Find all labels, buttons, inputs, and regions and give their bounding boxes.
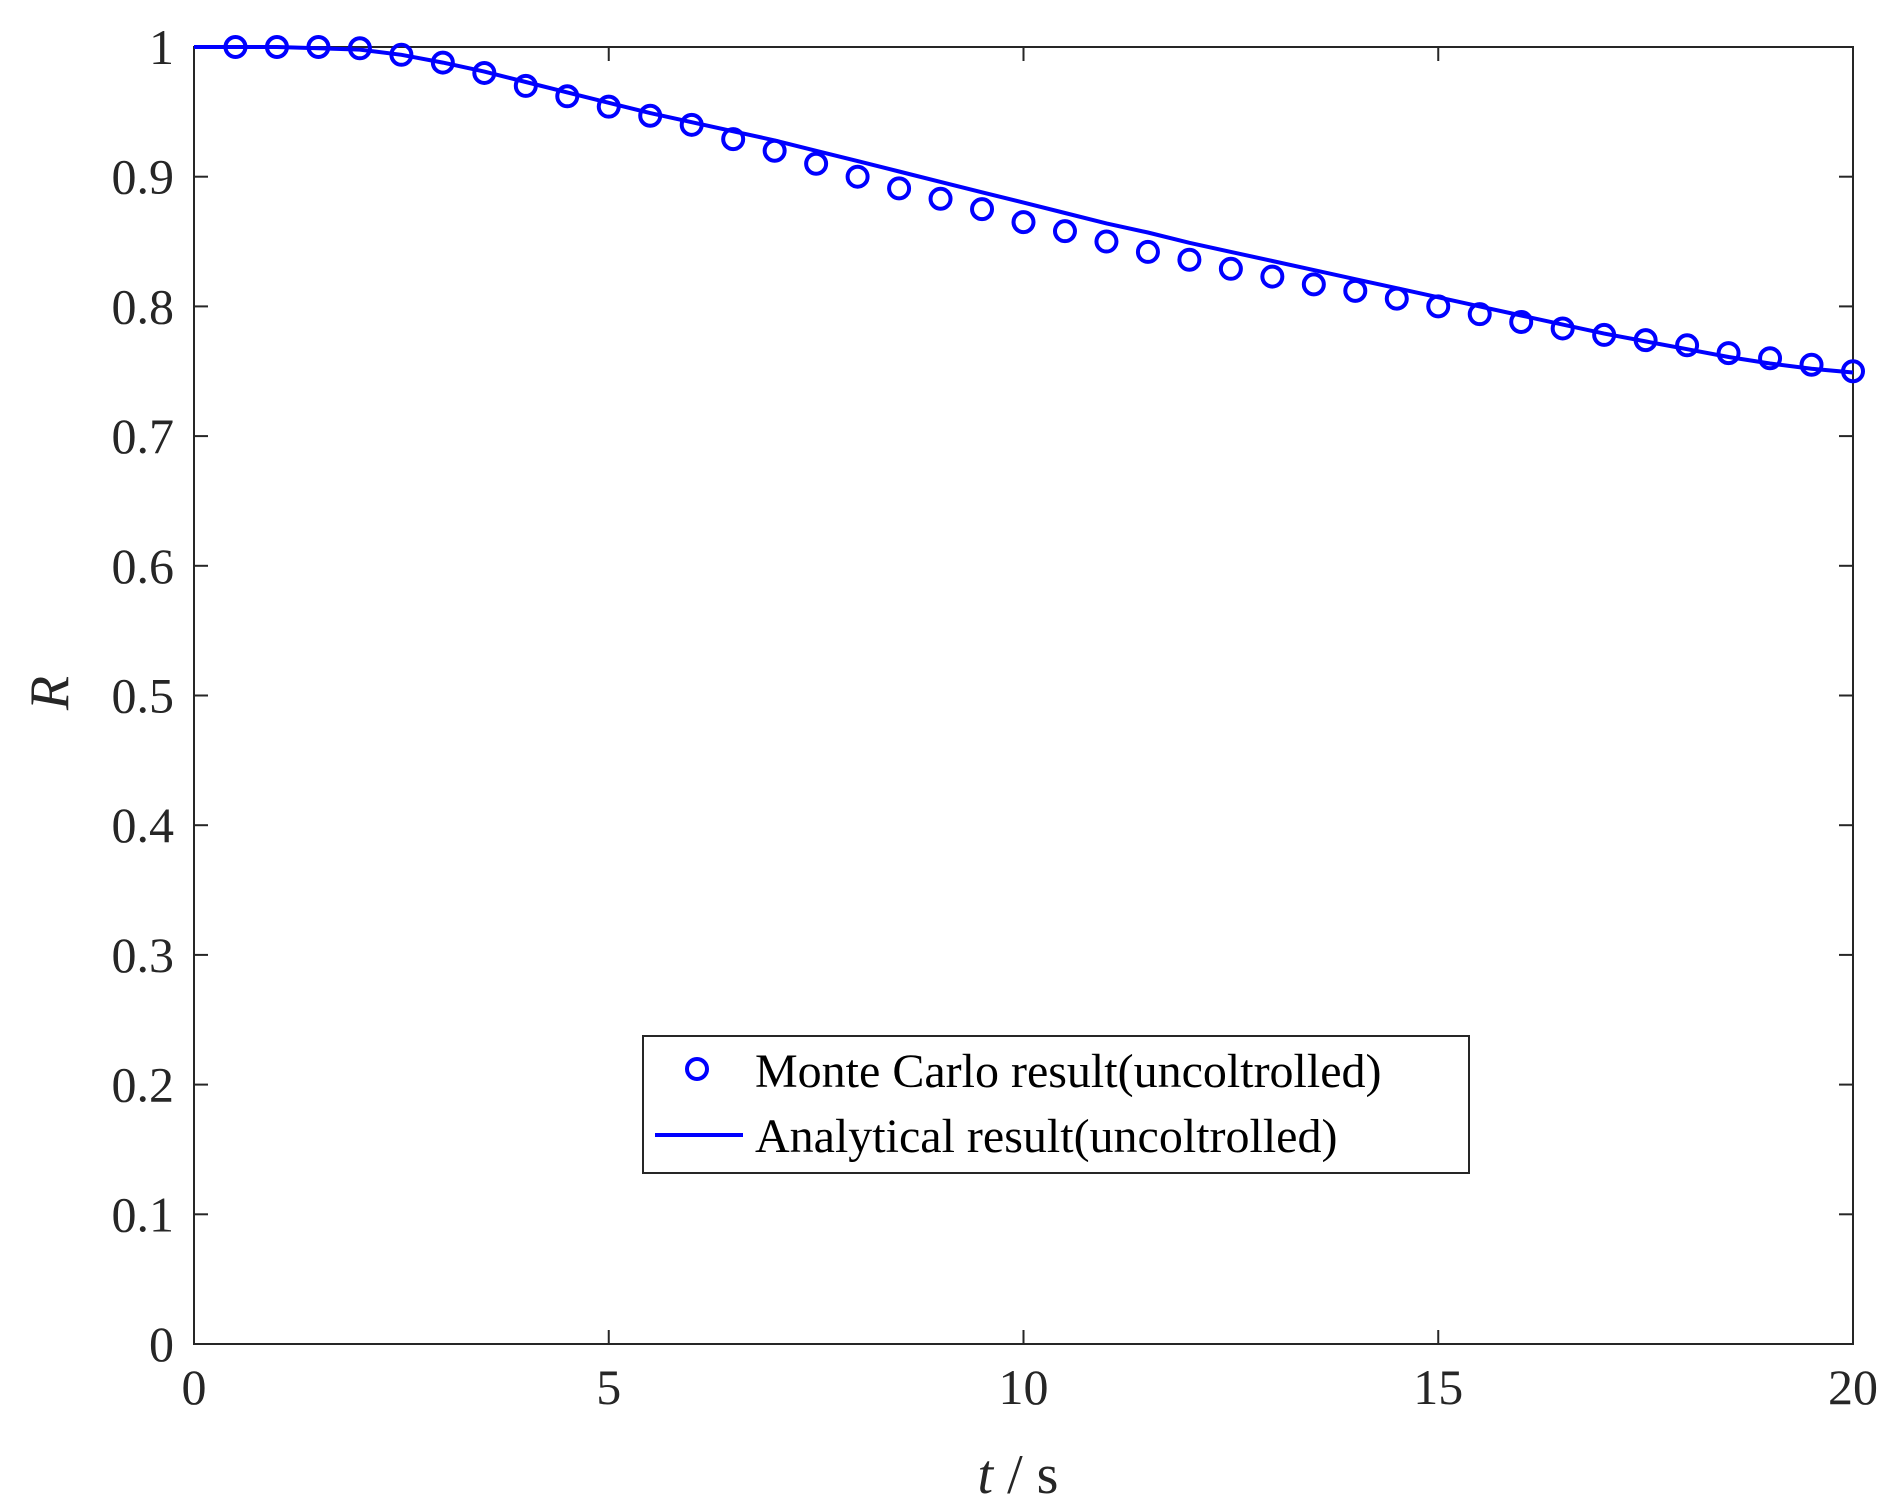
data-point-monte-carlo [223, 35, 248, 59]
data-point-monte-carlo [1343, 278, 1368, 303]
data-point-monte-carlo [1633, 328, 1658, 353]
data-point-monte-carlo [1011, 210, 1036, 235]
series-layer [194, 35, 1865, 384]
data-point-monte-carlo [1052, 219, 1077, 244]
data-point-monte-carlo [721, 127, 746, 152]
y-tick-label: 0.3 [112, 927, 175, 983]
x-axis-title: t / s [978, 1444, 1059, 1506]
data-point-monte-carlo [970, 197, 995, 222]
data-point-monte-carlo [472, 60, 497, 85]
data-point-monte-carlo [679, 112, 704, 137]
y-axis-title: R [19, 676, 81, 711]
data-point-monte-carlo [1426, 294, 1451, 319]
data-point-monte-carlo [1758, 346, 1783, 371]
y-tick-label: 0.7 [112, 408, 175, 464]
data-point-monte-carlo [1675, 333, 1700, 358]
data-point-monte-carlo [887, 176, 912, 201]
data-point-monte-carlo [1799, 352, 1824, 377]
series-line-analytical [194, 45, 1854, 375]
x-tick-label: 5 [596, 1359, 621, 1415]
x-axis-unit: / s [993, 1444, 1058, 1506]
data-point-monte-carlo [1592, 322, 1617, 347]
data-point-monte-carlo [264, 35, 289, 59]
data-point-monte-carlo [555, 84, 580, 109]
legend-label-monte-carlo: Monte Carlo result(uncoltrolled) [755, 1045, 1382, 1098]
data-point-monte-carlo [1509, 309, 1534, 334]
data-point-monte-carlo [1841, 359, 1865, 384]
y-tick-label: 0.4 [112, 797, 175, 853]
data-point-monte-carlo [638, 103, 663, 128]
y-tick-label: 0.2 [112, 1057, 175, 1113]
data-point-monte-carlo [430, 50, 455, 75]
y-tick-label: 0.8 [112, 278, 175, 334]
data-point-monte-carlo [845, 164, 870, 189]
data-point-monte-carlo [1218, 256, 1243, 281]
y-tick-label: 0.5 [112, 668, 175, 724]
y-tick-label: 0 [149, 1316, 174, 1372]
data-point-monte-carlo [762, 138, 787, 163]
data-point-monte-carlo [389, 42, 414, 67]
legend-marker-monte-carlo [685, 1057, 709, 1081]
tick-labels: 0 5 10 15 20 0 0.1 0.2 0.3 0.4 0.5 0.6 0.7 0.8 0.9 1 [112, 19, 1879, 1415]
x-tick-label: 15 [1413, 1359, 1463, 1415]
data-point-monte-carlo [1135, 239, 1160, 264]
data-point-monte-carlo [306, 35, 331, 59]
data-point-monte-carlo [347, 36, 372, 61]
y-tick-label: 0.6 [112, 538, 175, 594]
data-point-monte-carlo [1260, 264, 1285, 289]
x-tick-label: 10 [999, 1359, 1049, 1415]
data-point-monte-carlo [1384, 286, 1409, 311]
data-point-monte-carlo [1467, 302, 1492, 327]
data-point-monte-carlo [1094, 229, 1119, 254]
data-point-monte-carlo [928, 186, 953, 211]
legend: Monte Carlo result(uncoltrolled) Analyti… [642, 1035, 1470, 1174]
y-tick-label: 0.1 [112, 1186, 175, 1242]
data-point-monte-carlo [1716, 341, 1741, 366]
legend-label-analytical: Analytical result(uncoltrolled) [755, 1110, 1337, 1163]
data-point-monte-carlo [1550, 316, 1575, 341]
legend-box [642, 1035, 1470, 1174]
y-tick-label: 1 [149, 19, 174, 75]
data-point-monte-carlo [513, 73, 538, 98]
data-point-monte-carlo [804, 151, 829, 176]
y-tick-label: 0.9 [112, 149, 175, 205]
x-tick-label: 20 [1828, 1359, 1878, 1415]
x-axis-variable: t [978, 1444, 995, 1506]
x-tick-label: 0 [182, 1359, 207, 1415]
data-point-monte-carlo [1301, 272, 1326, 297]
data-point-monte-carlo [596, 94, 621, 119]
data-point-monte-carlo [1177, 247, 1202, 272]
